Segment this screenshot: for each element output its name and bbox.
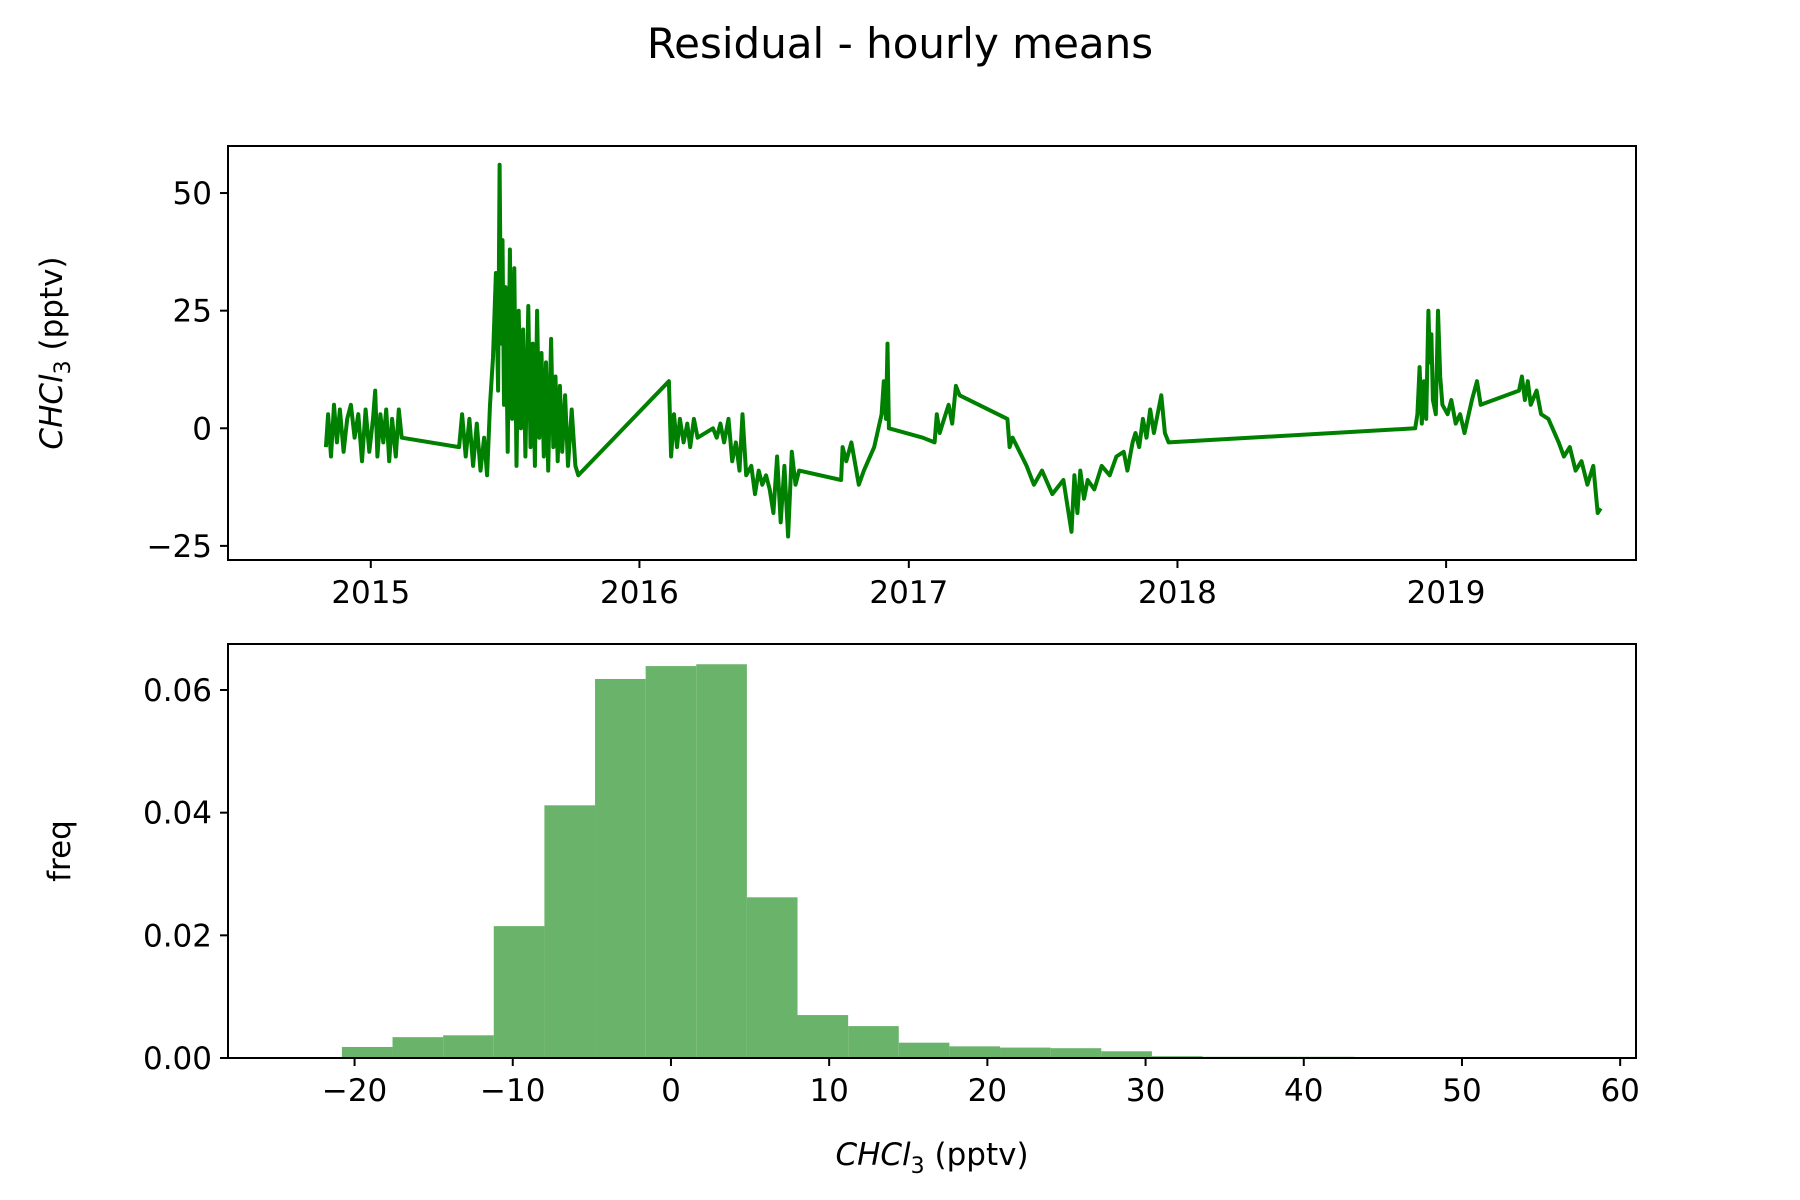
x-tick-label: 20 <box>968 1073 1007 1109</box>
histogram-frame <box>227 643 1637 1059</box>
histogram-bar <box>848 1026 899 1058</box>
x-tick-label: 2016 <box>600 575 679 611</box>
histogram-bar <box>493 926 545 1058</box>
x-tick-label: −20 <box>322 1073 387 1109</box>
histogram-bar <box>746 897 798 1058</box>
x-tick-label: 50 <box>1442 1073 1481 1109</box>
y-tick-label: 0.00 <box>143 1041 212 1077</box>
histogram-bar <box>898 1042 950 1058</box>
x-tick-label: 2015 <box>331 575 410 611</box>
line-plot-y-axis-label: CHCl3 (pptv) <box>34 256 76 449</box>
figure-title: Residual - hourly means <box>647 19 1153 68</box>
histogram-x-axis-label: CHCl3 (pptv) <box>835 1137 1028 1179</box>
y-tick-label: 25 <box>173 294 212 330</box>
histogram-x-label-unit: (pptv) <box>925 1137 1029 1173</box>
histogram-panel: −20 −10 0 10 20 30 40 50 60 0.00 0.02 0.04 0.06 CHCl… <box>42 643 1640 1179</box>
line-plot-series <box>323 162 1603 539</box>
histogram-bar <box>1000 1047 1051 1058</box>
histogram-bar <box>544 805 596 1058</box>
x-tick-label: 10 <box>809 1073 848 1109</box>
x-tick-label: −10 <box>480 1073 545 1109</box>
y-tick-label: 0.06 <box>143 673 212 709</box>
histogram-bar <box>595 678 646 1058</box>
histogram-bar <box>443 1035 494 1058</box>
y-tick-label: 0.04 <box>143 796 212 832</box>
line-plot-ticks: 2015 2016 2017 2018 2019 50 25 0 −25 <box>147 176 1486 611</box>
histogram-bar <box>949 1046 1001 1058</box>
histogram-bar <box>1050 1048 1102 1058</box>
line-plot-y-label-unit: (pptv) <box>34 256 70 360</box>
y-tick-label: −25 <box>147 529 212 565</box>
histogram-bar <box>1101 1051 1152 1058</box>
line-plot-panel: 2015 2016 2017 2018 2019 50 25 0 −25 CHCl3 (pptv… <box>34 145 1637 611</box>
histogram-bar <box>341 1046 393 1058</box>
line-plot-y-label-formula: CHCl <box>34 374 70 450</box>
x-tick-label: 2018 <box>1138 575 1217 611</box>
histogram-bar <box>645 666 697 1058</box>
histogram-x-label-formula: CHCl <box>835 1137 911 1173</box>
histogram-ticks: −20 −10 0 10 20 30 40 50 60 0.00 0.02 0.04 0.06 <box>143 673 1640 1109</box>
x-tick-label: 2017 <box>869 575 948 611</box>
x-tick-label: 30 <box>1126 1073 1165 1109</box>
residual-series-line <box>323 162 1603 539</box>
histogram-bars <box>341 664 1557 1058</box>
line-plot-frame <box>227 145 1637 561</box>
y-tick-label: 0.02 <box>143 918 212 954</box>
histogram-bar <box>696 664 747 1058</box>
histogram-bar <box>392 1037 444 1058</box>
x-tick-label: 40 <box>1284 1073 1323 1109</box>
histogram-x-label-subscript: 3 <box>911 1154 925 1179</box>
x-tick-label: 60 <box>1600 1073 1639 1109</box>
histogram-bar <box>797 1015 849 1058</box>
line-plot-y-label-subscript: 3 <box>51 360 76 374</box>
histogram-y-axis-label: freq <box>42 820 78 882</box>
y-tick-label: 50 <box>173 176 212 212</box>
x-tick-label: 2019 <box>1407 575 1486 611</box>
y-tick-label: 0 <box>192 411 212 447</box>
x-tick-label: 0 <box>661 1073 681 1109</box>
